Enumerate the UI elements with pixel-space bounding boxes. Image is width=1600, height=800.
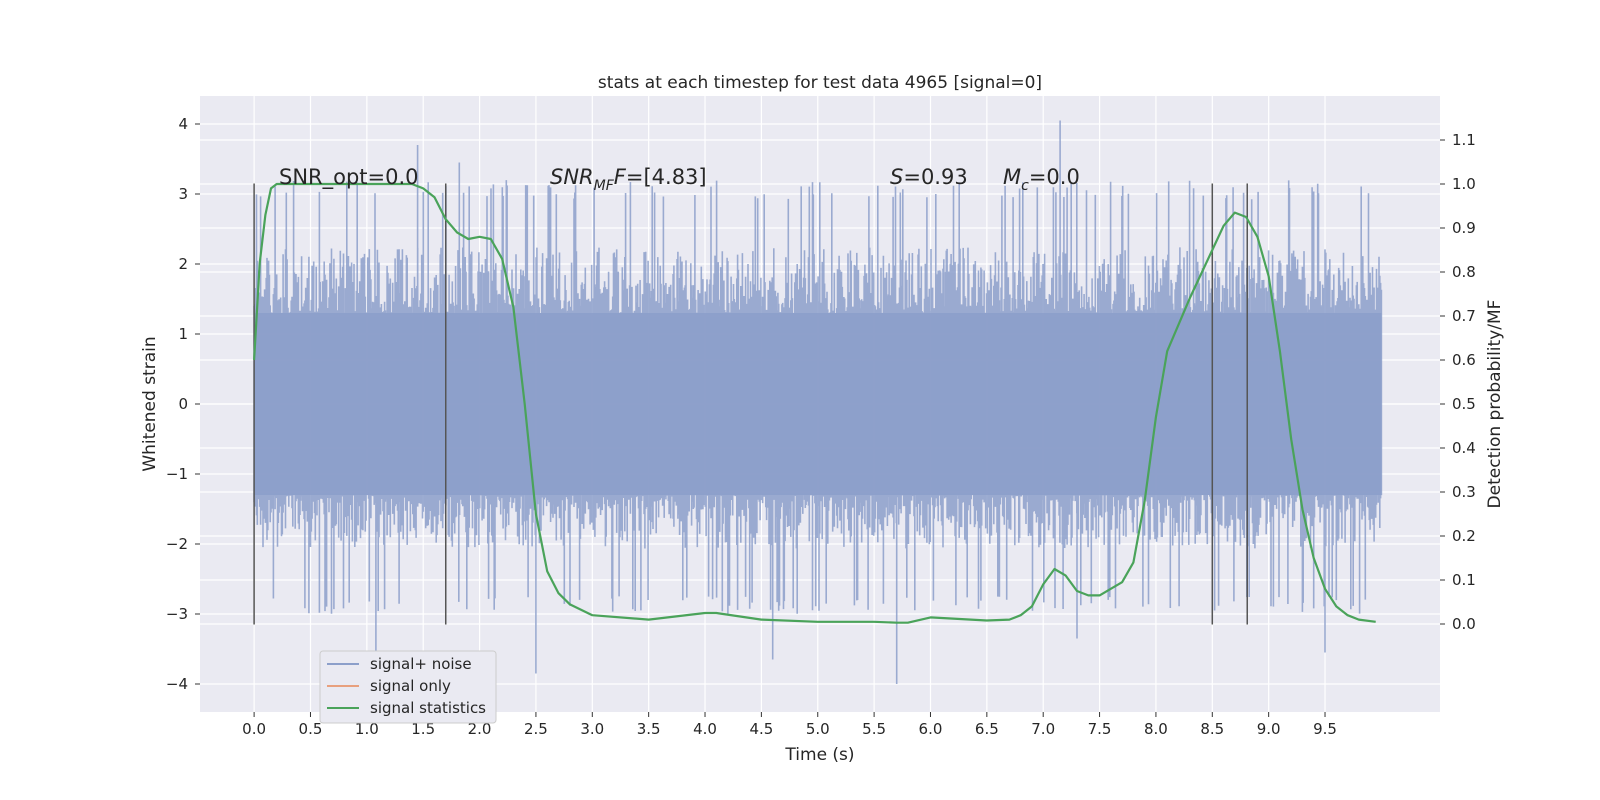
legend-label-stats: signal statistics [370,699,486,717]
mc-suffix: =0.0 [1029,165,1080,189]
x-tick-label: 1.5 [411,720,435,738]
signal-noise-trace [253,120,1383,684]
ticks: 0.0 0.5 1.0 1.5 2.0 2.5 3.0 3.5 4.0 4.5 5.0 5.5 6.0 6… [166,115,1476,738]
y2-tick-label: 0.0 [1452,615,1476,633]
y2-tick-label: 0.2 [1452,527,1476,545]
y2-tick-label: 1.1 [1452,131,1476,149]
y2-tick-label: 0.6 [1452,351,1476,369]
y2-tick-label: 0.1 [1452,571,1476,589]
x-tick-label: 5.5 [862,720,886,738]
y2-axis-label: Detection probability/MF [1485,300,1505,509]
y-tick-label: −1 [166,465,188,483]
x-tick-label: 7.5 [1088,720,1112,738]
annotation-s: S=0.93 [890,165,968,189]
legend-box [319,650,497,724]
x-tick-label: 0.0 [242,720,266,738]
y2-tick-label: 0.4 [1452,439,1476,457]
chart-title: stats at each timestep for test data 496… [598,73,1042,93]
x-tick-label: 6.0 [919,720,943,738]
y-tick-label: 0 [178,395,188,413]
y-tick-label: 2 [178,255,188,273]
x-tick-label: 4.5 [749,720,773,738]
y2-tick-label: 0.5 [1452,395,1476,413]
snr-mf-prefix: SNR [550,165,594,189]
legend-label-signal-only: signal only [370,677,451,695]
y2-tick-label: 0.3 [1452,483,1476,501]
x-axis-label: Time (s) [784,745,854,765]
y-axis-label: Whitened strain [140,336,160,471]
annotation-snr-mf: SNRMFF=[4.83] [550,165,707,194]
x-tick-label: 3.0 [580,720,604,738]
y-tick-label: −4 [166,675,188,693]
s-prefix: S [890,165,903,189]
x-tick-label: 8.0 [1144,720,1168,738]
s-suffix: =0.93 [903,165,967,189]
annotation-mc: Mc=0.0 [1003,165,1080,194]
x-tick-label: 9.5 [1313,720,1337,738]
x-tick-label: 6.5 [975,720,999,738]
y-tick-label: −3 [166,605,188,623]
y-tick-label: 1 [178,325,188,343]
annotation-snr-opt: SNR_opt=0.0 [279,165,419,190]
mc-prefix: M [1003,165,1021,189]
legend-label-noise: signal+ noise [370,655,472,673]
x-tick-label: 0.5 [299,720,323,738]
mc-sub: c [1021,178,1029,194]
snr-mf-sub: MF [594,178,615,194]
x-tick-label: 4.0 [693,720,717,738]
x-tick-label: 5.0 [806,720,830,738]
y-tick-label: −2 [166,535,188,553]
y-tick-label: 4 [178,115,188,133]
y-tick-label: 3 [178,185,188,203]
legend: signal+ noise signal only signal statist… [319,650,497,724]
y2-tick-label: 0.8 [1452,263,1476,281]
x-tick-label: 3.5 [637,720,661,738]
x-tick-label: 1.0 [355,720,379,738]
x-tick-label: 2.5 [524,720,548,738]
vertical-markers [253,183,1248,625]
y2-tick-label: 0.9 [1452,219,1476,237]
signal-statistics-line [253,182,1376,624]
y2-tick-label: 0.7 [1452,307,1476,325]
x-tick-label: 9.0 [1257,720,1281,738]
x-tick-label: 2.0 [468,720,492,738]
signal-statistics-trace [253,182,1376,624]
snr-mf-suffix: =[4.83] [626,165,707,189]
x-tick-label: 7.0 [1031,720,1055,738]
x-tick-label: 8.5 [1200,720,1224,738]
snr-mf-suffix-f: F [614,165,627,189]
y2-tick-label: 1.0 [1452,175,1476,193]
